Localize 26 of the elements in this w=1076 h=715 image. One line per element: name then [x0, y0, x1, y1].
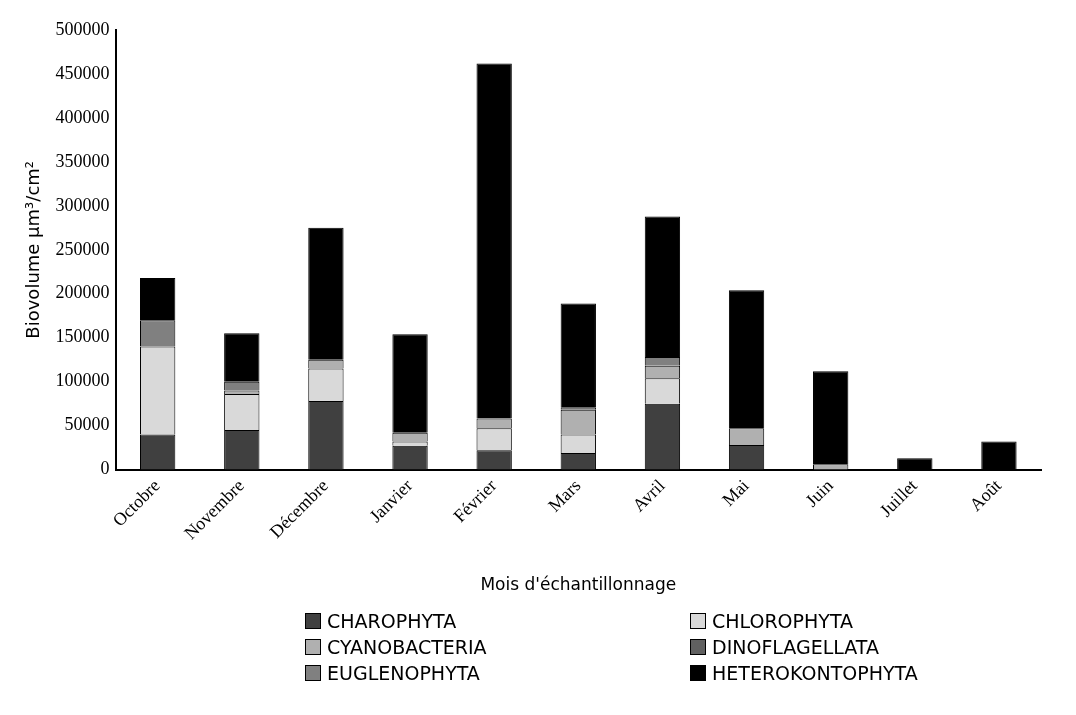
legend-label: EUGLENOPHYTA [327, 662, 480, 684]
y-tick-label: 100000 [55, 370, 110, 391]
y-tick-label: 250000 [55, 238, 110, 259]
x-tick-label: Juin [801, 475, 837, 511]
legend-label: DINOFLAGELLATA [712, 636, 880, 658]
y-tick-label: 450000 [55, 62, 110, 83]
bar [308, 227, 344, 360]
y-tick-label: 150000 [55, 326, 110, 347]
legend-label: CHAROPHYTA [327, 610, 457, 632]
x-tick-label: Mai [718, 475, 753, 510]
y-tick-label: 200000 [55, 282, 110, 303]
legend-label: CHLOROPHYTA [712, 610, 854, 632]
y-tick-label: 350000 [55, 150, 110, 171]
legend-label: HETEROKONTOPHYTA [712, 662, 918, 684]
y-tick-label: 50000 [64, 414, 110, 435]
x-axis-title: Mois d'échantillonnage [480, 574, 677, 595]
y-tick-label: 500000 [55, 18, 110, 39]
y-tick-label: 300000 [55, 194, 110, 215]
bar [392, 334, 428, 433]
y-tick-label: 400000 [55, 106, 110, 127]
y-tick-label: 0 [100, 458, 110, 479]
bar [813, 371, 849, 465]
x-tick-label: Mars [544, 475, 585, 516]
y-axis-title: Biovolume µm³/cm² [22, 160, 44, 339]
legend-label: CYANOBACTERIA [327, 636, 487, 658]
bar [560, 303, 596, 408]
